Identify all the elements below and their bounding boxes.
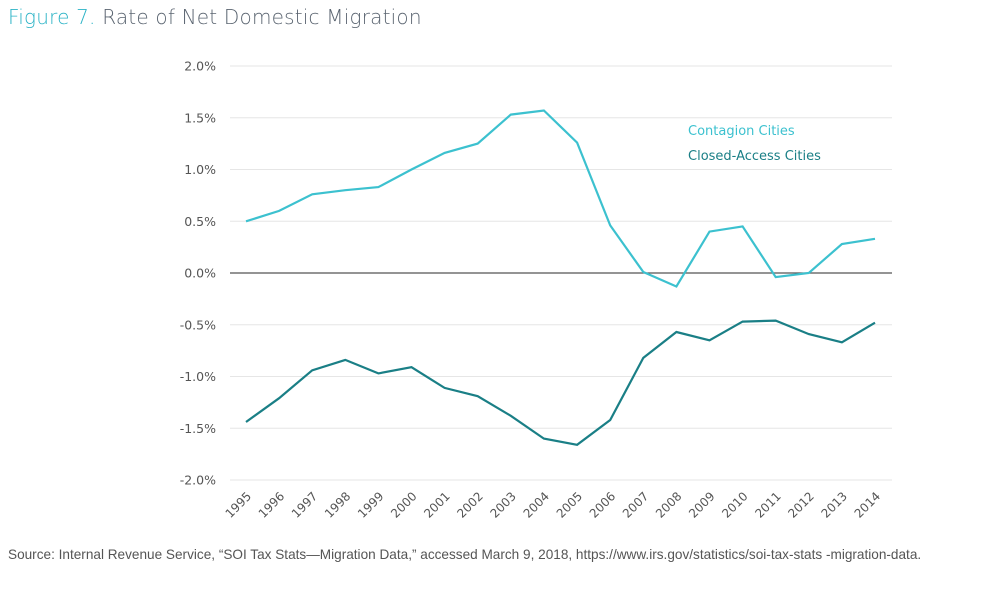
x-axis-ticks: 1995 1996 1997 1998 1999 2000 2001 2002 2003 2004…: [223, 489, 883, 520]
legend-contagion-cities: Contagion Cities: [688, 124, 795, 139]
legend-closed-access-cities: Closed-Access Cities: [688, 149, 821, 164]
x-tick-label: 2013: [819, 489, 850, 520]
series-lines: [245, 109, 876, 446]
x-tick-label: 2002: [454, 489, 485, 520]
x-tick-label: 1999: [355, 489, 386, 520]
x-tick-label: 1997: [289, 489, 320, 520]
y-tick-label: 0.0%: [184, 266, 216, 281]
x-tick-label: 2014: [852, 489, 883, 520]
x-tick-label: 1998: [322, 489, 353, 520]
x-tick-label: 2007: [620, 489, 651, 520]
line-chart: 2.0% 1.5% 1.0% 0.5% 0.0% -0.5% -1.0% -1.5% -2.0%…: [180, 59, 892, 521]
y-tick-label: 1.0%: [184, 162, 216, 177]
x-tick-label: 2004: [521, 489, 552, 520]
x-tick-label: 2009: [686, 489, 717, 520]
x-tick-label: 2006: [587, 489, 618, 520]
figure-number: Figure 7.: [8, 5, 96, 29]
y-axis-ticks: 2.0% 1.5% 1.0% 0.5% 0.0% -0.5% -1.0% -1.5% -2.0%: [180, 59, 216, 488]
closed-access-cities-line: [245, 319, 876, 446]
figure-title-text: Rate of Net Domestic Migration: [102, 5, 422, 29]
gridlines: [230, 65, 892, 481]
x-tick-label: 2010: [719, 489, 750, 520]
y-tick-label: 2.0%: [184, 59, 216, 74]
source-note: Source: Internal Revenue Service, “SOI T…: [8, 547, 922, 562]
x-tick-label: 2003: [487, 489, 518, 520]
y-tick-label: -1.0%: [180, 369, 216, 384]
x-tick-label: 1996: [256, 489, 287, 520]
x-tick-label: 1995: [223, 489, 254, 520]
figure-title: Figure 7. Rate of Net Domestic Migration: [8, 5, 422, 29]
x-tick-label: 2000: [388, 489, 419, 520]
legend: Contagion Cities Closed-Access Cities: [688, 124, 821, 164]
x-tick-label: 2005: [554, 489, 585, 520]
x-tick-label: 2012: [785, 489, 816, 520]
y-tick-label: -1.5%: [180, 421, 216, 436]
y-tick-label: -2.0%: [180, 473, 216, 488]
x-tick-label: 2001: [421, 489, 452, 520]
y-tick-label: 1.5%: [184, 110, 216, 125]
x-tick-label: 2011: [752, 489, 783, 520]
contagion-cities-line: [245, 109, 876, 288]
x-tick-label: 2008: [653, 489, 684, 520]
y-tick-label: 0.5%: [184, 214, 216, 229]
y-tick-label: -0.5%: [180, 317, 216, 332]
